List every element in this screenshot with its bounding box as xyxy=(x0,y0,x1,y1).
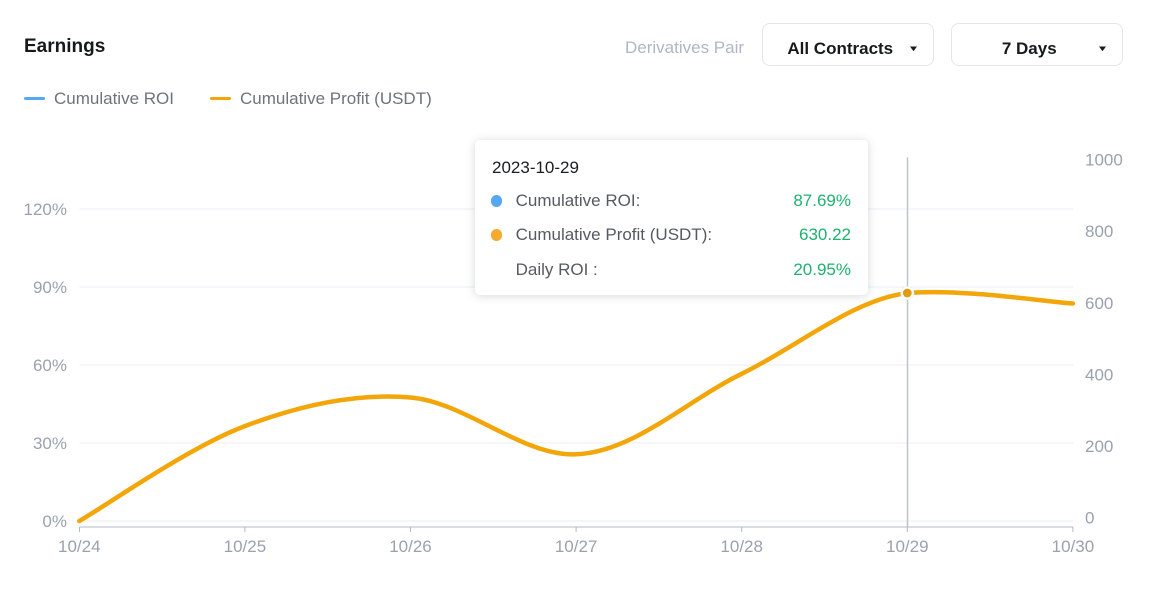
svg-text:0%: 0% xyxy=(42,512,67,531)
svg-text:10/25: 10/25 xyxy=(224,537,267,556)
svg-text:1000: 1000 xyxy=(1085,151,1123,170)
svg-text:0: 0 xyxy=(1085,509,1094,528)
svg-text:10/24: 10/24 xyxy=(58,537,101,556)
svg-text:10/26: 10/26 xyxy=(389,537,432,556)
svg-text:120%: 120% xyxy=(24,200,67,219)
svg-text:10/28: 10/28 xyxy=(720,537,763,556)
svg-text:10/30: 10/30 xyxy=(1052,537,1095,556)
svg-text:60%: 60% xyxy=(33,356,67,375)
svg-text:10/29: 10/29 xyxy=(886,537,929,556)
svg-text:10/27: 10/27 xyxy=(555,537,598,556)
svg-text:600: 600 xyxy=(1085,294,1113,313)
svg-text:800: 800 xyxy=(1085,222,1113,241)
svg-text:200: 200 xyxy=(1085,437,1113,456)
svg-text:400: 400 xyxy=(1085,365,1113,384)
svg-text:30%: 30% xyxy=(33,434,67,453)
svg-text:90%: 90% xyxy=(33,278,67,297)
